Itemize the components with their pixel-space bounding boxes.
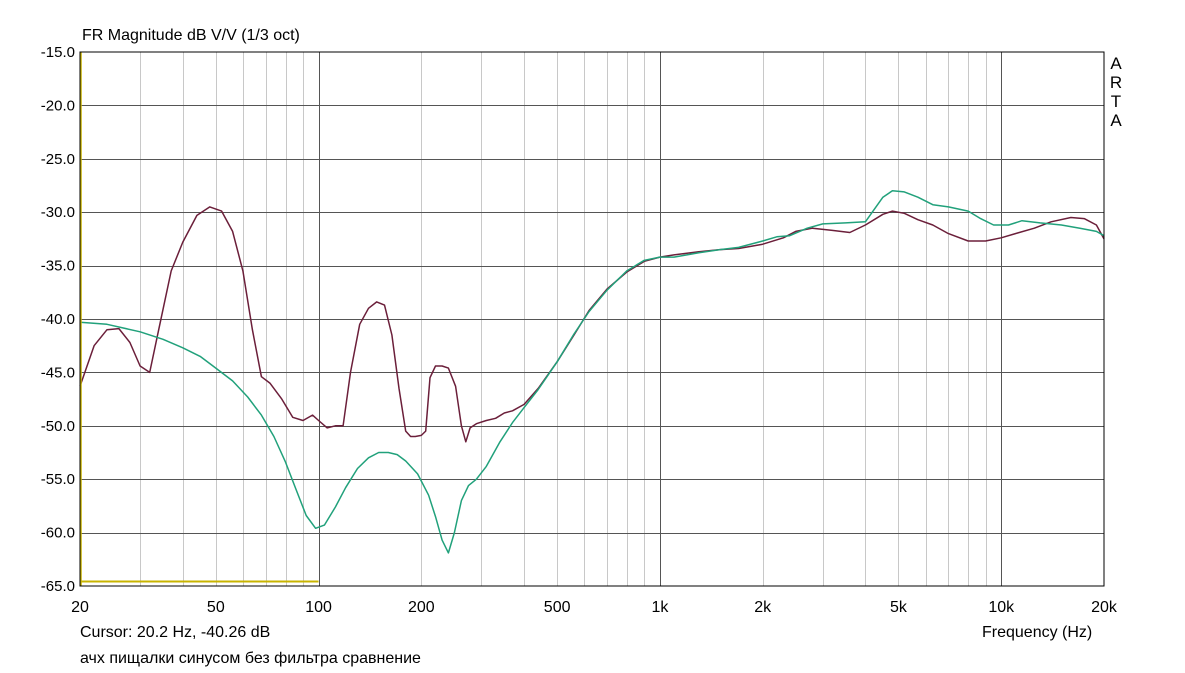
x-tick-label: 2k <box>754 599 772 616</box>
y-tick-labels: -15.0 -20.0 -25.0 -30.0 -35.0 -40.0 -45.0 -50.0… <box>41 44 75 595</box>
y-tick-label: -30.0 <box>41 204 75 221</box>
x-axis-title: Frequency (Hz) <box>982 624 1093 641</box>
x-tick-label: 10k <box>988 599 1015 616</box>
cursor-markers <box>80 52 319 586</box>
x-tick-label: 20k <box>1091 599 1118 616</box>
brand-letter: T <box>1110 92 1122 111</box>
x-tick-label: 20 <box>71 599 89 616</box>
y-tick-label: -45.0 <box>41 364 75 381</box>
brand-letter: A <box>1110 111 1122 130</box>
y-tick-label: -60.0 <box>41 525 75 542</box>
series-line <box>79 206 1105 443</box>
x-tick-label: 5k <box>890 599 908 616</box>
cursor-readout: Cursor: 20.2 Hz, -40.26 dB <box>80 624 271 641</box>
x-tick-label: 1k <box>651 599 669 616</box>
y-tick-label: -40.0 <box>41 311 75 328</box>
series-lines <box>79 190 1105 554</box>
brand-letter: A <box>1110 54 1122 73</box>
grid <box>80 52 1104 586</box>
y-tick-label: -20.0 <box>41 97 75 114</box>
y-tick-label: -25.0 <box>41 151 75 168</box>
y-tick-label: -15.0 <box>41 44 75 61</box>
x-tick-label: 50 <box>207 599 225 616</box>
series-line <box>79 190 1105 554</box>
x-tick-label: 100 <box>305 599 332 616</box>
plot-frame <box>79 51 1105 587</box>
y-tick-label: -65.0 <box>41 578 75 595</box>
arta-brand-label: A R T A <box>1108 54 1124 130</box>
brand-letter: R <box>1109 73 1123 92</box>
y-tick-label: -35.0 <box>41 258 75 275</box>
x-tick-label: 500 <box>544 599 571 616</box>
chart-title: FR Magnitude dB V/V (1/3 oct) <box>82 27 300 44</box>
y-tick-label: -55.0 <box>41 471 75 488</box>
y-tick-label: -50.0 <box>41 418 75 435</box>
chart-caption: ачх пищалки синусом без фильтра сравнени… <box>80 650 421 667</box>
x-tick-labels: 20 50 100 200 500 1k 2k 5k 10k 20k <box>71 599 1118 616</box>
x-tick-label: 200 <box>408 599 435 616</box>
